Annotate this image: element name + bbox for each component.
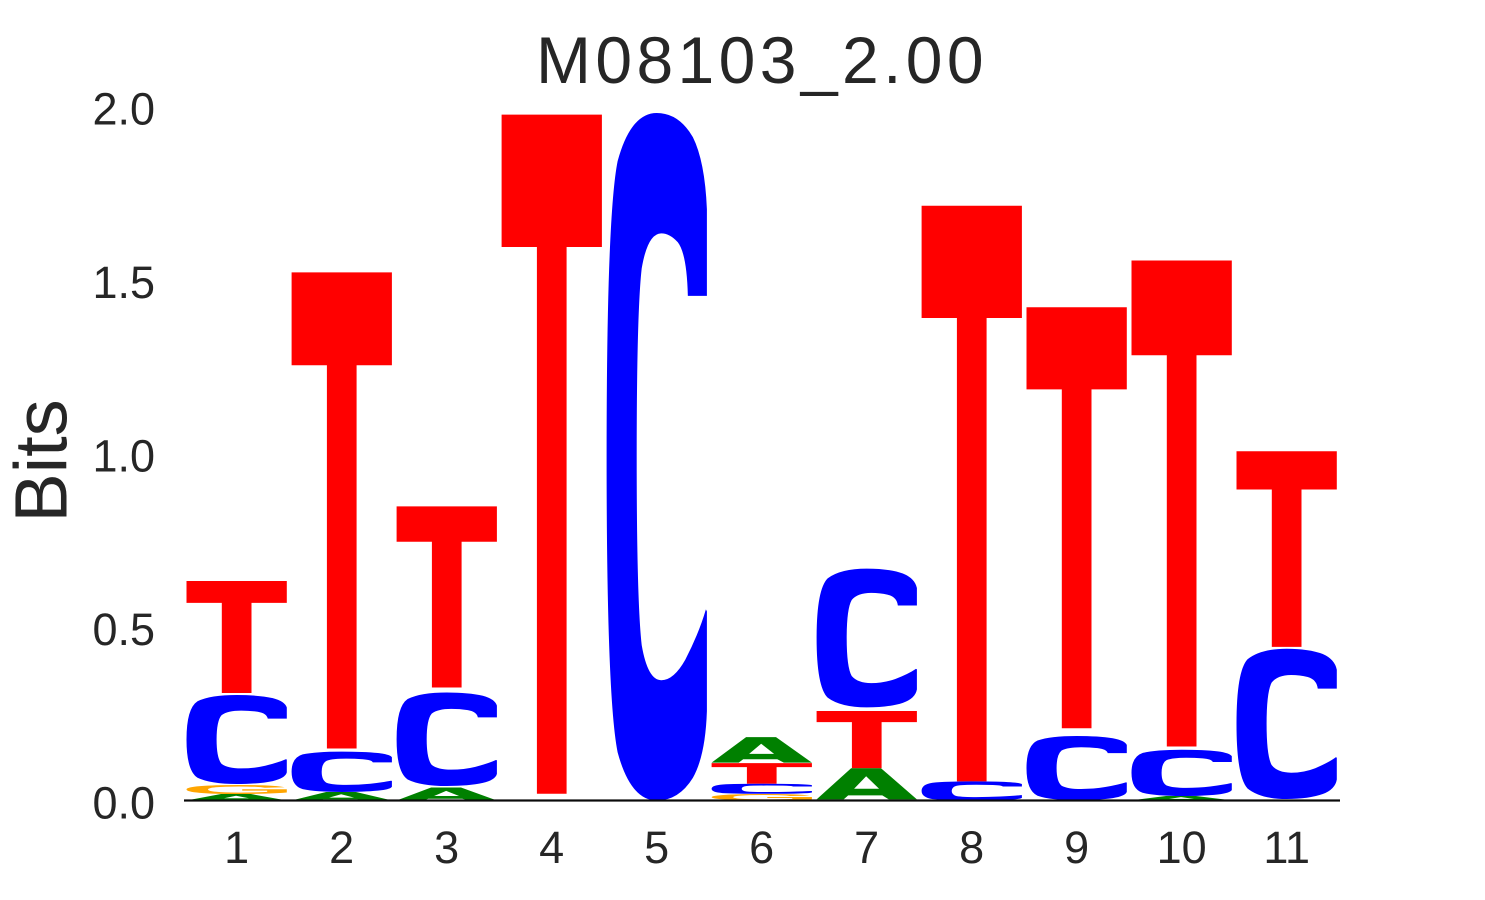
svg-text:3: 3 bbox=[434, 822, 459, 873]
svg-text:2: 2 bbox=[329, 822, 354, 873]
svg-text:1.0: 1.0 bbox=[92, 431, 155, 482]
svg-text:2.0: 2.0 bbox=[92, 84, 155, 135]
svg-text:9: 9 bbox=[1064, 822, 1089, 873]
svg-text:11: 11 bbox=[1263, 822, 1310, 873]
svg-text:1.5: 1.5 bbox=[92, 257, 155, 308]
svg-text:M08103_2.00: M08103_2.00 bbox=[536, 23, 988, 97]
svg-text:0.0: 0.0 bbox=[92, 778, 155, 829]
svg-text:7: 7 bbox=[854, 822, 879, 873]
svg-text:8: 8 bbox=[959, 822, 984, 873]
svg-text:Bits: Bits bbox=[0, 399, 83, 522]
svg-text:0.5: 0.5 bbox=[92, 604, 155, 655]
svg-text:4: 4 bbox=[539, 822, 564, 873]
svg-text:5: 5 bbox=[644, 822, 669, 873]
svg-text:6: 6 bbox=[749, 822, 774, 873]
svg-text:10: 10 bbox=[1157, 822, 1207, 873]
svg-text:1: 1 bbox=[224, 822, 249, 873]
